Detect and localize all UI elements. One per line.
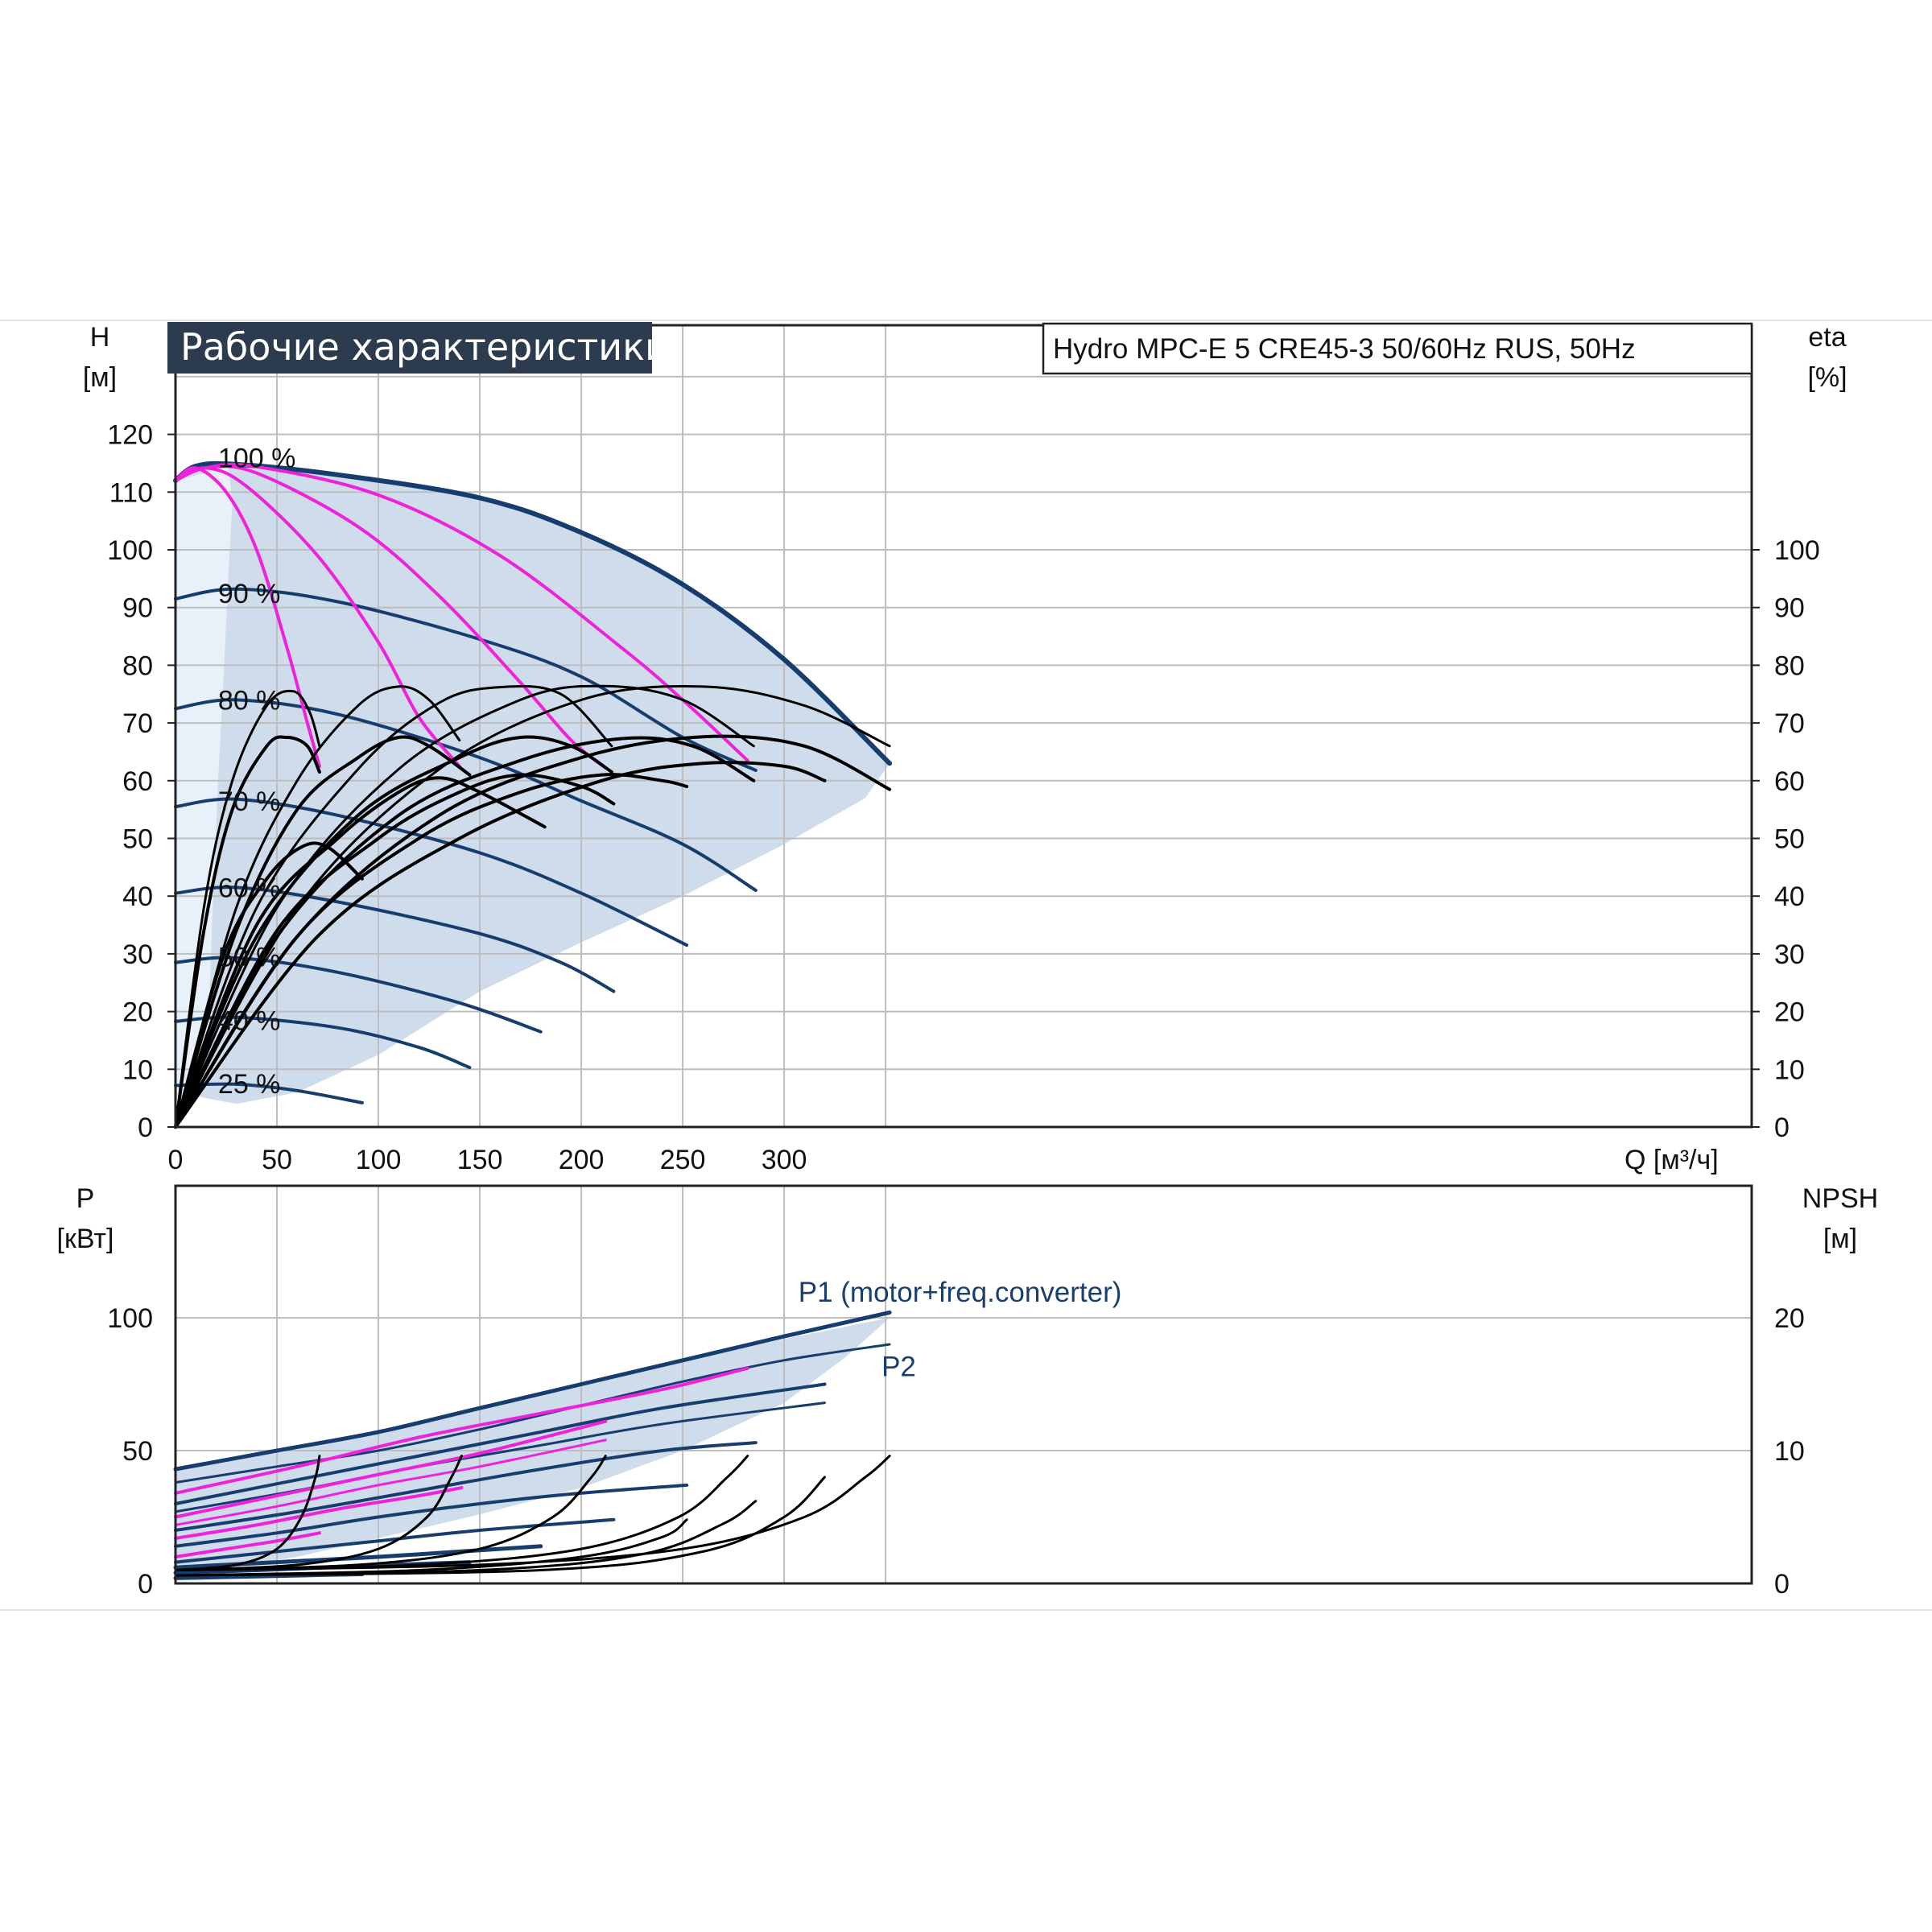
x-tick-label: 100 bbox=[356, 1145, 402, 1175]
y2-tick-label: 30 bbox=[1774, 939, 1805, 970]
x-tick-label: 250 bbox=[660, 1145, 706, 1175]
series-line-p2-3-pumps-b bbox=[174, 1441, 758, 1532]
y-tick-label: 20 bbox=[122, 997, 153, 1028]
y2-axis-label: eta bbox=[1808, 322, 1846, 353]
series-line-eta-5-pumps-b bbox=[174, 734, 892, 1129]
power-npsh-panel: 0 50 100 0 10 20 bbox=[107, 1184, 1805, 1600]
power-curve-label: P1 (motor+freq.converter) bbox=[799, 1277, 1122, 1308]
y2-tick-label: 70 bbox=[1774, 708, 1805, 739]
series-line-p1-2-pumps bbox=[174, 1486, 464, 1540]
y-tick-label: 60 bbox=[122, 766, 153, 797]
y2-tick-label: 50 bbox=[1774, 824, 1805, 855]
y-tick-label: 90 bbox=[122, 593, 153, 624]
operating-envelope bbox=[175, 464, 890, 1127]
speed-label: 90 % bbox=[218, 579, 281, 609]
speed-label: 25 % bbox=[218, 1069, 281, 1100]
x-tick-label: 50 bbox=[262, 1145, 292, 1175]
y-tick-label: 100 bbox=[107, 535, 153, 566]
y-tick-label: 0 bbox=[138, 1113, 153, 1143]
y-tick-label: 10 bbox=[122, 1055, 153, 1085]
x-tick-label: 200 bbox=[559, 1145, 605, 1175]
series-line-p1-3-pumps bbox=[174, 1419, 608, 1519]
series-line-p2-4-pumps bbox=[174, 1382, 827, 1505]
y2-tick-label: 60 bbox=[1774, 766, 1805, 797]
y-tick-label: 120 bbox=[107, 420, 153, 451]
x-tick-label: 300 bbox=[762, 1145, 807, 1175]
y2-tick-label: 100 bbox=[1774, 535, 1820, 566]
power-curve-label: P2 bbox=[881, 1352, 916, 1383]
npsh-tick-label: 0 bbox=[1774, 1569, 1790, 1600]
y2-tick-label: 20 bbox=[1774, 997, 1805, 1028]
series-line-p2-max bbox=[174, 1343, 891, 1484]
title-box bbox=[167, 322, 652, 374]
series-line-h-80- bbox=[174, 698, 758, 892]
y2-axis-unit: [%] bbox=[1807, 362, 1847, 393]
series-line-eta-3-pumps-c bbox=[174, 773, 616, 1129]
y-tick-label: 80 bbox=[122, 650, 153, 681]
product-box bbox=[1042, 322, 1753, 375]
npsh-axis-unit: [м] bbox=[1823, 1224, 1857, 1254]
series-line-npsh-b3 bbox=[174, 1476, 826, 1577]
speed-label: 50 % bbox=[218, 942, 281, 972]
y-tick-label: 30 bbox=[122, 939, 153, 970]
series-line-eta-1-pump bbox=[174, 689, 321, 1129]
series-line-eta-4-pumps bbox=[174, 684, 755, 1129]
speed-label: 70 % bbox=[218, 786, 281, 817]
product-name: Hydro MPC-E 5 CRE45-3 50/60Hz RUS, 50Hz bbox=[1053, 333, 1636, 365]
speed-label: 60 % bbox=[218, 873, 281, 903]
y-tick-label: 110 bbox=[109, 477, 153, 508]
series-line-npsh-1-pump bbox=[174, 1455, 321, 1571]
series-line-eta-2-pumps bbox=[174, 685, 461, 1129]
speed-label: 100 % bbox=[218, 443, 295, 473]
y2-tick-label: 0 bbox=[1774, 1113, 1790, 1143]
series-line-h-3-pumps bbox=[174, 464, 608, 770]
p-tick-label: 100 bbox=[107, 1303, 153, 1334]
series-line-eta-3-pumps bbox=[174, 684, 613, 1129]
series-line-p2-2-pumps bbox=[174, 1483, 689, 1548]
p-tick-label: 0 bbox=[138, 1569, 153, 1600]
series-line-p2-3-pumps bbox=[174, 1439, 607, 1526]
series-line-p1-1-pump bbox=[174, 1531, 321, 1558]
x-tick-label: 150 bbox=[457, 1145, 503, 1175]
p-axis-label: P bbox=[76, 1183, 95, 1214]
y2-tick-label: 10 bbox=[1774, 1055, 1805, 1085]
speed-label: 80 % bbox=[218, 685, 281, 716]
x-tick-label: 0 bbox=[168, 1145, 184, 1175]
series-line-h-2-pumps bbox=[174, 466, 461, 768]
y-axis-unit: [м] bbox=[83, 362, 117, 393]
x-axis-label: Q [м³/ч] bbox=[1624, 1145, 1719, 1175]
bottom-plot-frame bbox=[174, 1184, 1753, 1585]
npsh-tick-label: 10 bbox=[1774, 1436, 1805, 1467]
chart-title: Рабочие характеристики bbox=[180, 325, 669, 369]
y2-tick-label: 40 bbox=[1774, 881, 1805, 912]
top-plot-frame bbox=[174, 324, 1753, 1129]
series-line-eta-5-pumps bbox=[174, 685, 891, 1129]
series-line-p2-1-pump bbox=[174, 1517, 616, 1564]
y2-tick-label: 90 bbox=[1774, 593, 1805, 624]
series-line-eta-4-pumps-b bbox=[174, 736, 756, 1129]
series-line-eta-3-pumps-b bbox=[174, 735, 613, 1129]
speed-label: 40 % bbox=[218, 1005, 281, 1036]
series-line-eta-1-pump-b bbox=[174, 735, 321, 1129]
series-line-eta-2-pumps-b bbox=[174, 735, 472, 1129]
p-axis-unit: [кВт] bbox=[57, 1224, 114, 1254]
series-line-p1-4-pumps bbox=[174, 1366, 749, 1495]
series-line-h-1-pump bbox=[174, 466, 321, 768]
head-efficiency-panel: 0 50 100 150 200 250 3000102030405060708090100… bbox=[107, 324, 1820, 1175]
y-tick-label: 70 bbox=[122, 708, 153, 739]
series-line-h-60- bbox=[174, 886, 616, 993]
y2-tick-label: 80 bbox=[1774, 650, 1805, 681]
p-tick-label: 50 bbox=[122, 1436, 153, 1467]
series-line-p1-max bbox=[173, 1310, 892, 1472]
series-line-eta-5-pumps-c bbox=[174, 761, 827, 1129]
npsh-tick-label: 20 bbox=[1774, 1303, 1805, 1334]
series-line-npsh-5-pumps bbox=[174, 1455, 891, 1571]
y-tick-label: 40 bbox=[122, 881, 153, 912]
npsh-axis-label: NPSH bbox=[1802, 1183, 1878, 1214]
y-axis-label: H bbox=[90, 322, 110, 353]
y-tick-label: 50 bbox=[122, 824, 153, 855]
